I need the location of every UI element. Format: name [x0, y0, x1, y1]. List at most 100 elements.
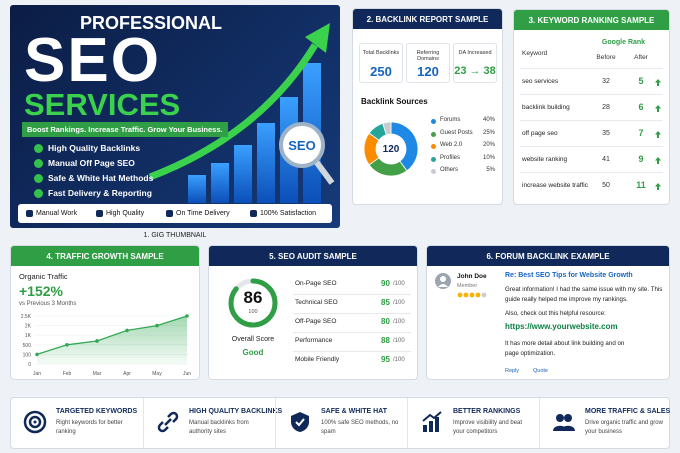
rank-before: 35 — [602, 130, 610, 137]
path — [157, 411, 179, 433]
panel-title: 5. SEO AUDIT SAMPLE — [209, 246, 417, 266]
score-gauge: 86 100 — [228, 278, 278, 328]
rank-after: 6 — [638, 102, 644, 112]
feature: On Time Delivery — [176, 210, 230, 217]
table-row: increase website traffic 50 11 — [520, 172, 663, 199]
legend-label: Forums — [440, 117, 461, 123]
path — [553, 425, 575, 431]
keyword: seo services — [522, 78, 559, 85]
panel-title: 3. KEYWORD RANKING SAMPLE — [514, 10, 669, 30]
y-tick-label: 500 — [23, 343, 32, 349]
tagline: Boost Rankings. Increase Traffic. Grow Y… — [22, 122, 228, 137]
audit-item: Mobile Friendly — [295, 356, 340, 363]
audit-max: /100 — [393, 337, 405, 344]
div: High Quality — [96, 210, 144, 217]
user: John Doe — [457, 273, 487, 280]
score-max: 100 — [248, 309, 257, 315]
span — [26, 210, 33, 217]
stars — [457, 292, 487, 298]
keyword: website ranking — [522, 156, 568, 163]
legend-item: Guest Posts 25% — [431, 130, 499, 140]
y-tick-label: 0 — [28, 362, 31, 368]
feature-text: Right keywords for better ranking — [56, 420, 123, 435]
point — [155, 323, 159, 328]
div: 250 — [370, 64, 392, 79]
feature-icon — [553, 414, 575, 431]
rank-before: 41 — [602, 156, 610, 163]
rank-before: 32 — [602, 78, 610, 85]
x-tick-label: Apr — [123, 371, 131, 377]
path — [148, 43, 318, 181]
audit-row: Technical SEO 85/100 — [293, 294, 411, 314]
audit-score: 85 — [381, 298, 390, 307]
action[interactable]: Reply — [505, 368, 520, 374]
feature: BETTER RANKINGS Improve visibility and be… — [407, 398, 540, 448]
link[interactable]: https://www.yourwebsite.com — [505, 322, 618, 331]
circle — [556, 414, 564, 422]
feature-title: HIGH QUALITY BACKLINKS — [189, 408, 283, 415]
arrow-shape — [655, 157, 661, 164]
up-arrow — [655, 131, 661, 138]
audit-row: Off-Page SEO 80/100 — [293, 313, 411, 333]
post-body: It has more detail about link building a… — [505, 340, 625, 357]
rect — [435, 417, 439, 432]
keyword-panel: 3. KEYWORD RANKING SAMPLE Google Rank Ke… — [513, 9, 670, 205]
audit-item: Performance — [295, 337, 333, 344]
up-arrow — [655, 183, 661, 190]
circle — [28, 415, 42, 429]
panel-title: 2. BACKLINK REPORT SAMPLE — [353, 9, 502, 29]
feature-title: SAFE & WHITE HAT — [321, 408, 387, 415]
feature-text: Improve visibility and beat your competi… — [453, 420, 523, 435]
donut-chart: 120 — [363, 121, 419, 177]
feature-text: Drive organic traffic and grow your busi… — [585, 420, 663, 435]
point — [125, 328, 129, 333]
rect — [234, 145, 252, 203]
traffic-panel: 4. TRAFFIC GROWTH SAMPLE Organic Traffic… — [10, 245, 200, 380]
stat: DA Increased 23 → 38 — [453, 43, 497, 83]
circle — [279, 122, 325, 168]
div: Total Backlinks — [362, 50, 400, 56]
div: Manual Work — [26, 210, 77, 217]
thumbnail: SEO PROFESSIONAL SEO SERVICES Boost Rank… — [10, 5, 340, 228]
div: 23 → 38 — [454, 65, 496, 77]
circle — [23, 410, 47, 434]
legend-value: 5% — [486, 167, 495, 173]
audit-max: /100 — [393, 356, 405, 363]
circle — [475, 292, 481, 298]
feature: HIGH QUALITY BACKLINKS Manual backlinks f… — [143, 398, 282, 448]
thumbnail-graphic: SEO — [148, 23, 335, 203]
arrow-shape — [655, 105, 661, 112]
legend-swatch — [431, 144, 436, 149]
rank-after: 9 — [638, 154, 644, 164]
feature-text: Manual backlinks from authority sites — [189, 420, 249, 435]
stat: Total Backlinks 250 — [359, 43, 403, 83]
x-tick-label: Jan — [33, 371, 41, 377]
y-tick-label: 2.5K — [21, 314, 32, 320]
up-arrow — [655, 105, 661, 112]
feature-title: BETTER RANKINGS — [453, 408, 521, 415]
span: Safe & White Hat Methods — [48, 173, 154, 183]
feature-title: TARGETED KEYWORDS — [56, 408, 138, 415]
feature: High Quality — [106, 210, 145, 217]
rank-before: 28 — [602, 104, 610, 111]
feature: MORE TRAFFIC & SALES Drive organic traffi… — [539, 398, 672, 448]
x-tick-label: Feb — [63, 371, 72, 377]
rect — [211, 163, 229, 203]
backlink-panel: 2. BACKLINK REPORT SAMPLE Total Backlink… — [352, 8, 503, 205]
audit-max: /100 — [393, 318, 405, 325]
rank-before: 50 — [602, 182, 610, 189]
post-body: Also, check out this helpful resource: — [505, 310, 606, 317]
bullet: High Quality Backlinks — [34, 143, 140, 153]
circle — [469, 292, 475, 298]
line-chart: 0 100 500 1K 2K 2.5K Jan Feb Mar Apr May Jun — [21, 314, 192, 377]
rank-after: 7 — [638, 128, 644, 138]
period: vs Previous 3 Months — [19, 301, 77, 307]
x-tick-label: May — [152, 371, 162, 377]
action[interactable]: Quote — [533, 368, 548, 374]
column-header: Before — [596, 54, 616, 61]
column-group: Google Rank — [601, 39, 646, 46]
legend-value: 20% — [482, 142, 495, 148]
legend-item: Others 5% — [431, 167, 499, 177]
rating: Good — [242, 348, 264, 357]
span — [34, 173, 43, 183]
